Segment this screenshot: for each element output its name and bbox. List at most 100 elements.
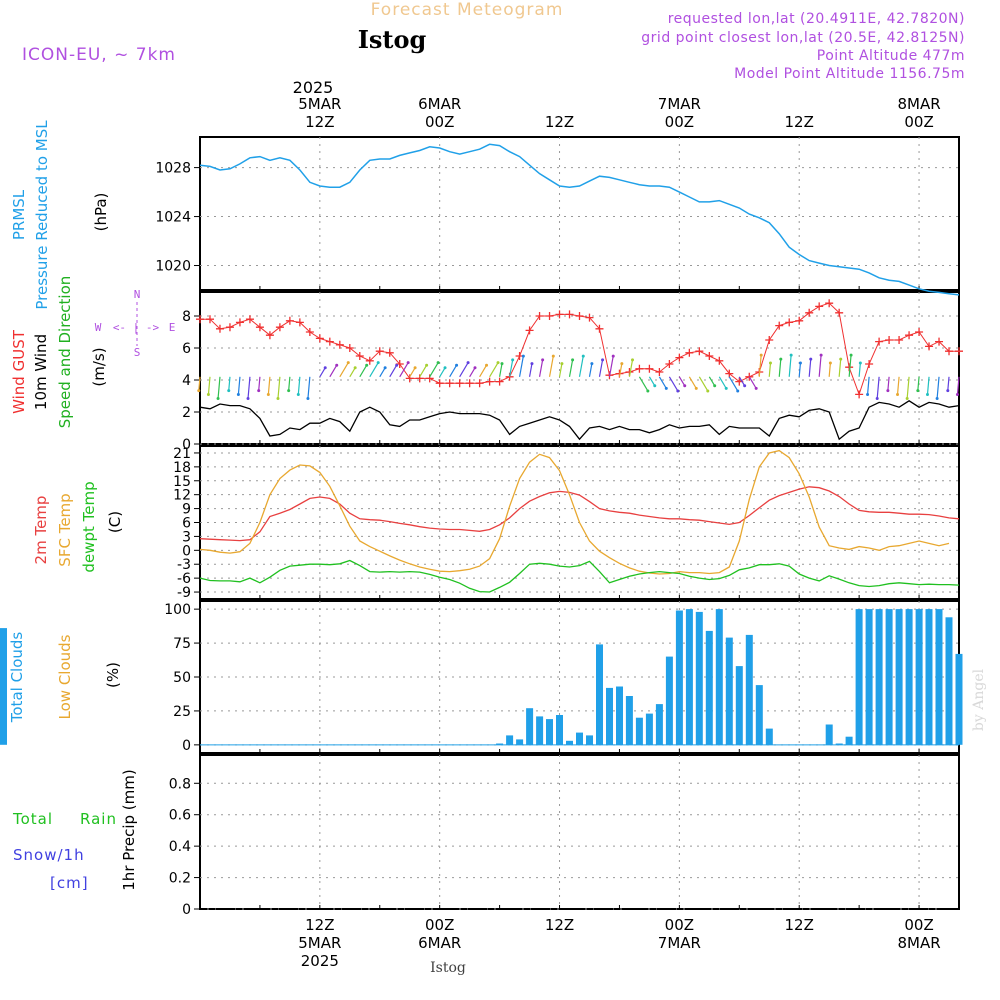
wind-gust-marker	[495, 377, 504, 386]
wind-direction-arrow	[668, 376, 679, 392]
wind-direction-arrow	[728, 376, 739, 392]
wind-direction-arrow	[548, 356, 554, 377]
cloud-bar	[925, 609, 933, 745]
compass-rose: N S W E <- | ->	[95, 288, 176, 359]
wind-direction-arrowhead	[905, 396, 909, 400]
wind-direction-arrow	[788, 355, 792, 377]
wind-direction-arrow	[217, 376, 221, 399]
wind-gust-marker	[915, 328, 924, 336]
wind-direction-arrow	[277, 376, 281, 399]
wind-gust-marker	[555, 310, 564, 319]
wind-direction-arrowhead	[296, 393, 300, 397]
wind-direction-arrow	[329, 364, 338, 378]
cloud-bar	[546, 719, 553, 745]
cloud-bar	[596, 644, 603, 745]
wind-direction-arrow	[838, 359, 842, 377]
wind-direction-arrowhead	[346, 361, 350, 365]
temp-labels: 2m Temp SFC Temp dewpt Temp (C)	[32, 481, 124, 572]
location-title: Istog	[358, 25, 427, 54]
wind-gust-marker	[745, 372, 754, 381]
wind-gust-marker	[435, 379, 444, 388]
wind-direction-arrowhead	[500, 362, 504, 366]
wind-10m-label: 10m Wind	[32, 334, 50, 410]
wind-direction-arrow	[439, 367, 446, 378]
wind-direction-arrowhead	[287, 389, 291, 393]
wind-gust-marker	[725, 369, 734, 378]
wind-unit: (m/s)	[90, 347, 108, 386]
wind-direction-arrowhead	[768, 361, 772, 365]
wind-gust-marker	[945, 347, 954, 356]
bottom-time-label: 00Z	[665, 916, 694, 934]
wind-direction-arrowhead	[886, 389, 890, 393]
y-tick-label: -3	[177, 557, 191, 573]
top-time-label: 00Z	[665, 113, 694, 131]
wind-gust-marker	[485, 377, 494, 386]
t2m-line	[199, 486, 960, 542]
wind-direction-arrowhead	[236, 393, 240, 397]
wind-direction-arrow	[678, 376, 686, 387]
wind-direction-arrow	[887, 376, 890, 391]
wind-direction-arrowhead	[601, 358, 605, 362]
wind-direction-arrow	[628, 359, 634, 377]
wind-gust-marker	[805, 308, 814, 317]
wind-direction-arrowhead	[779, 357, 783, 361]
cloud-bar	[566, 740, 573, 745]
wind-direction-arrowhead	[227, 389, 231, 393]
wind-direction-arrow	[479, 364, 488, 378]
y-tick-labels: 10201024102802468-9-6-303691215182102550…	[155, 161, 920, 918]
wind-direction-arrowhead	[257, 389, 261, 393]
wind-direction-arrow	[708, 376, 716, 387]
cloud-labels: Total Clouds Low Clouds (%) by Angel	[8, 632, 987, 732]
model-point-altitude: Model Point Altitude 1156.75m	[734, 66, 965, 82]
wind-direction-arrowhead	[406, 361, 410, 365]
wind-direction-arrowhead	[858, 361, 862, 365]
top-date-label: 8MAR	[897, 95, 940, 113]
y-tick-label: 75	[173, 636, 191, 652]
wind-gust-marker	[565, 310, 574, 319]
cloud-bar	[745, 634, 753, 745]
wind-direction-arrow	[319, 367, 326, 378]
wind-direction-arrowhead	[839, 357, 843, 361]
wind-direction-arrowhead	[935, 396, 939, 400]
wind-direction-arrowhead	[306, 396, 310, 400]
bottom-time-label: 12Z	[305, 916, 334, 934]
wind-direction-arrow	[798, 362, 802, 377]
wind-gust-marker	[775, 321, 784, 330]
wind-direction-arrow	[307, 376, 311, 399]
wind-gust-marker	[885, 336, 894, 344]
wind-direction-arrow	[638, 376, 649, 392]
wind-gust-marker	[635, 364, 644, 373]
wind-direction-arrowhead	[530, 362, 534, 366]
wind-gust-marker	[845, 363, 854, 372]
wind-direction-arrowhead	[376, 361, 380, 365]
wind-direction-arrow	[778, 359, 782, 377]
wind-direction-arrowhead	[916, 389, 920, 393]
compass-e: E	[169, 321, 176, 334]
cloud-bar	[675, 610, 683, 745]
wind-direction-arrowhead	[946, 389, 950, 393]
wind-direction-arrowhead	[620, 362, 624, 366]
wind-gust-marker	[196, 315, 204, 324]
wind-gust-marker	[715, 356, 724, 365]
bottom-time-label: 12Z	[545, 916, 574, 934]
wind-gust-marker	[365, 356, 374, 365]
wind-direction-arrow	[459, 362, 469, 378]
wind-direction-arrowhead	[455, 363, 459, 367]
wind-direction-arrowhead	[875, 396, 879, 400]
wind-direction-arrowhead	[551, 354, 555, 358]
wind-direction-arrow	[258, 376, 261, 391]
wind-gust-marker	[405, 374, 414, 383]
wind-gust-marker	[325, 337, 334, 346]
wind-direction-arrowhead	[676, 389, 680, 393]
wind-gust-marker	[305, 328, 314, 336]
wind-direction-arrowhead	[276, 396, 280, 400]
wind-direction-arrow	[518, 356, 524, 377]
cloud-bar	[506, 735, 514, 745]
top-time-label: 00Z	[425, 113, 454, 131]
wind-direction-arrow	[588, 363, 593, 377]
wind-direction-arrow	[469, 367, 476, 378]
cloud-bar	[695, 611, 703, 745]
wind-direction-arrow	[429, 362, 439, 378]
wind-direction-arrowhead	[496, 361, 500, 365]
